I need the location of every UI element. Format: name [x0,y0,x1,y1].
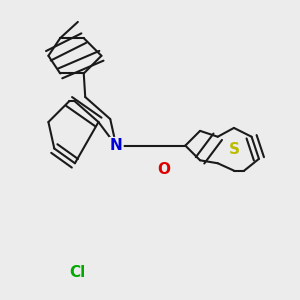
Text: S: S [228,142,239,158]
Text: O: O [157,162,170,177]
Text: Cl: Cl [70,265,86,280]
Text: N: N [110,138,122,153]
